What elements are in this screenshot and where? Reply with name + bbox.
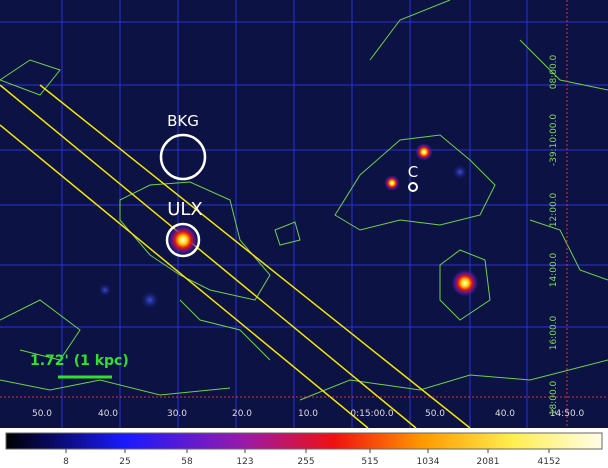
coordinate-grid <box>0 0 608 428</box>
dec-label: 14:00.0 <box>549 252 559 287</box>
colorbar-label: 58 <box>181 457 193 467</box>
ra-label: 40.0 <box>495 409 515 419</box>
regions <box>159 133 418 258</box>
colorbar-label: 4152 <box>538 457 561 467</box>
sky-image <box>0 0 608 428</box>
dec-label: 18:00.0 <box>549 380 559 415</box>
dec-label: 16:00.0 <box>549 315 559 350</box>
dec-label: 08:00.0 <box>549 54 559 89</box>
dec-axis: 08:00.0 -39:10:00.0 12:00.0 14:00.0 16:00.0 1… <box>549 54 559 415</box>
ra-label: 0:15:00.0 <box>350 409 394 419</box>
dec-label: 12:00.0 <box>549 192 559 227</box>
ra-label: 30.0 <box>167 409 187 419</box>
sources <box>98 143 479 310</box>
colorbar-label: 25 <box>119 457 130 467</box>
source-label: ULX <box>167 199 203 220</box>
scale-bar-label: 1.72' (1 kpc) <box>30 353 129 369</box>
ra-label: 20.0 <box>232 409 252 419</box>
contours <box>0 0 608 401</box>
source-label: C <box>408 163 418 181</box>
colorbar-label: 8 <box>63 457 69 467</box>
ra-label: 40.0 <box>98 409 118 419</box>
colorbar-label: 1034 <box>417 457 440 467</box>
ra-label: 50.0 <box>425 409 445 419</box>
dec-label: -39:10:00.0 <box>549 114 559 167</box>
ra-label: 50.0 <box>32 409 52 419</box>
ra-label: 10.0 <box>298 409 318 419</box>
colorbar-label: 255 <box>297 457 314 467</box>
ra-axis: 50.0 40.0 30.0 20.0 10.0 0:15:00.0 50.0 40.0 14:… <box>32 409 585 419</box>
ra-label: 14:50.0 <box>550 409 585 419</box>
slit <box>0 84 471 429</box>
colorbar-ticks: 8 25 58 123 255 515 1034 2081 4152 <box>63 449 560 467</box>
colorbar-label: 123 <box>236 457 253 467</box>
colorbar-label: 515 <box>361 457 378 467</box>
colorbar <box>5 432 603 450</box>
source-label: BKG <box>167 112 199 130</box>
colorbar-label: 2081 <box>477 457 500 467</box>
